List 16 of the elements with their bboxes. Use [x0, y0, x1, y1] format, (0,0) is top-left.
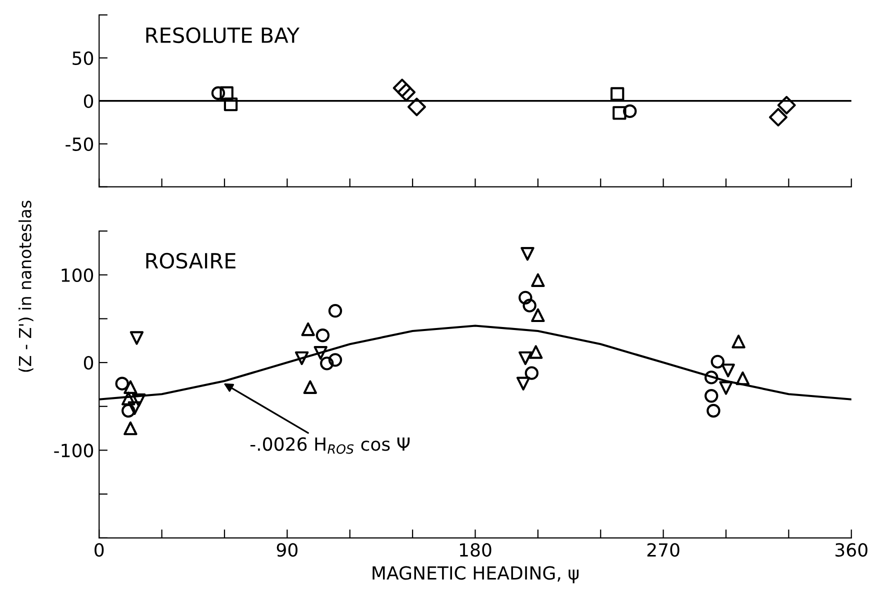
y-tick-label: 0 — [84, 94, 94, 108]
y-axis-title: (Z - Z') in nanoteslas — [18, 200, 34, 372]
annotation: -.0026 H$_{ROS}$ cos Ψ — [250, 437, 410, 454]
y-tick-label: 0 — [84, 356, 94, 370]
x-tick-label: 90 — [276, 543, 298, 557]
x-tick-label: 270 — [647, 543, 680, 557]
y-tick-label: 100 — [62, 268, 94, 282]
x-axis-title: MAGNETIC HEADING, ψ — [372, 566, 579, 584]
x-tick-label: 180 — [460, 543, 492, 557]
y-tick-label: -100 — [54, 444, 94, 458]
x-tick-label: 360 — [836, 543, 868, 557]
y-tick-label: 50 — [72, 51, 94, 66]
text: ROSAIRE — [146, 252, 236, 269]
chart-title: RESOLUTE BAY — [146, 27, 300, 44]
y-tick-label: -50 — [66, 137, 94, 151]
x-tick-label: 0 — [94, 543, 104, 557]
